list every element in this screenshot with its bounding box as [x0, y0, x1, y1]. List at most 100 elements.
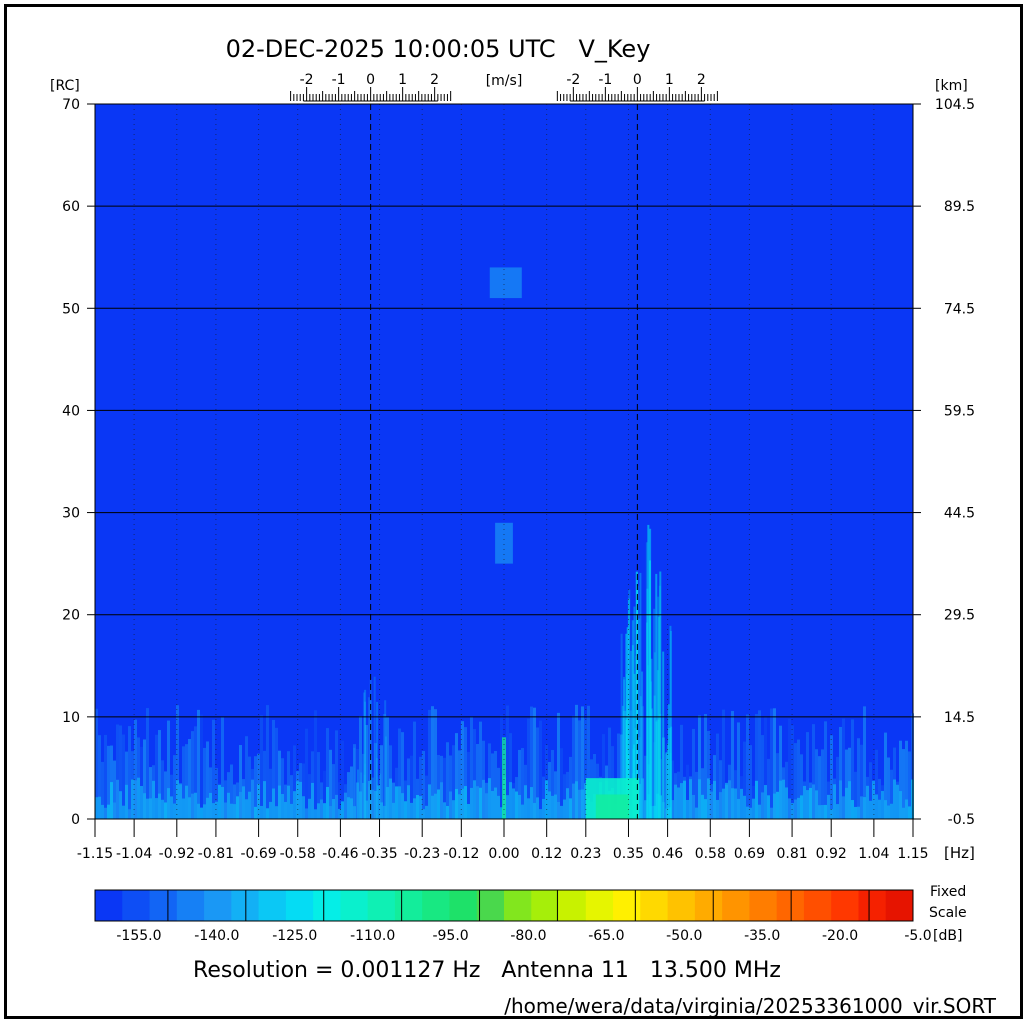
- velocity-tick-label: 0: [633, 72, 642, 88]
- colorbar-swatch: [558, 890, 587, 921]
- y2-tick-label: 74.5: [944, 301, 975, 317]
- x-tick-label: -0.92: [159, 846, 195, 862]
- x-tick-label: 0.00: [488, 846, 519, 862]
- colorbar-swatch: [449, 890, 478, 921]
- bottom-axis-unit: [Hz]: [944, 844, 975, 862]
- y2-tick-label: -0.5: [948, 812, 975, 828]
- colorbar-swatch: [422, 890, 450, 921]
- colorbar-swatch: [776, 890, 805, 921]
- colorbar-unit: [dB]: [933, 928, 962, 944]
- x-tick-label: -0.69: [240, 846, 276, 862]
- colorbar-tick-label: -5.0: [904, 928, 931, 944]
- x-tick-label: 1.04: [858, 846, 889, 862]
- velocity-axis-unit: [m/s]: [486, 73, 523, 89]
- colorbar-swatch: [258, 890, 287, 921]
- y-tick-label: 70: [62, 97, 80, 113]
- colorbar-swatch: [231, 890, 260, 921]
- colorbar-label-scale: Scale: [929, 905, 967, 921]
- spectrum-background: [95, 104, 913, 819]
- colorbar-swatch: [95, 890, 123, 921]
- x-tick-label: 0.35: [613, 846, 644, 862]
- colorbar-swatch: [667, 890, 696, 921]
- velocity-tick-label: 1: [665, 72, 674, 88]
- colorbar-label-fixed: Fixed: [930, 884, 966, 900]
- y-tick-label: 40: [62, 403, 80, 419]
- colorbar-swatch: [803, 890, 832, 921]
- colorbar-swatch: [204, 890, 232, 921]
- colorbar-swatch: [394, 890, 423, 921]
- colorbar-tick-label: -35.0: [744, 928, 780, 944]
- colorbar-swatch: [694, 890, 723, 921]
- velocity-tick-label: -2: [300, 72, 314, 88]
- file-path: /home/wera/data/virginia/20253361000_vir…: [504, 994, 997, 1018]
- velocity-tick-label: -2: [566, 72, 580, 88]
- velocity-tick-label: 0: [366, 72, 375, 88]
- colorbar-swatch: [749, 890, 778, 921]
- chart-title: 02-DEC-2025 10:00:05 UTC V_Key: [226, 35, 651, 63]
- colorbar-swatch: [313, 890, 341, 921]
- colorbar-tick-label: -20.0: [822, 928, 858, 944]
- x-tick-label: 0.81: [776, 846, 807, 862]
- colorbar-swatch: [476, 890, 505, 921]
- velocity-tick-label: 1: [398, 72, 407, 88]
- colorbar-tick-label: -65.0: [588, 928, 624, 944]
- y2-tick-label: 59.5: [944, 403, 975, 419]
- x-tick-label: -1.15: [77, 846, 113, 862]
- right-axis-unit: [km]: [935, 78, 968, 94]
- positive-bragg-core-inner: [595, 794, 630, 819]
- colorbar-swatch: [585, 890, 614, 921]
- x-tick-label: 0.92: [816, 846, 847, 862]
- colorbar-swatch: [858, 890, 887, 921]
- colorbar-swatch: [367, 890, 396, 921]
- x-tick-label: 1.15: [897, 846, 928, 862]
- colorbar-swatch: [722, 890, 750, 921]
- axes: 010203040506070-0.514.529.544.559.574.58…: [62, 72, 975, 862]
- colorbar-swatch: [504, 890, 532, 921]
- x-tick-label: 0.12: [531, 846, 562, 862]
- interference-52: [489, 267, 522, 299]
- y-tick-label: 60: [62, 199, 80, 215]
- y-tick-label: 10: [62, 710, 80, 726]
- interference-26: [495, 522, 513, 564]
- colorbar-swatch: [640, 890, 669, 921]
- colorbar-swatch: [176, 890, 205, 921]
- colorbar-swatch: [285, 890, 314, 921]
- y-tick-label: 0: [71, 812, 80, 828]
- colorbar-swatch: [613, 890, 641, 921]
- resolution-text: Resolution = 0.001127 Hz Antenna 11 13.5…: [193, 958, 781, 983]
- colorbar-tick-label: -140.0: [194, 928, 239, 944]
- plot-area: [95, 104, 914, 819]
- y2-tick-label: 14.5: [944, 710, 975, 726]
- x-tick-label: -0.81: [198, 846, 234, 862]
- colorbar-tick-label: -110.0: [350, 928, 395, 944]
- y2-tick-label: 29.5: [944, 608, 975, 624]
- x-tick-label: -0.58: [280, 846, 316, 862]
- colorbar-tick-label: -125.0: [272, 928, 317, 944]
- x-tick-label: 0.69: [734, 846, 765, 862]
- x-tick-label: -0.35: [361, 846, 397, 862]
- y2-tick-label: 89.5: [944, 199, 975, 215]
- y2-tick-label: 104.5: [935, 97, 975, 113]
- colorbar-swatch: [885, 890, 914, 921]
- colorbar-swatch: [122, 890, 151, 921]
- x-tick-label: -0.23: [404, 846, 440, 862]
- x-tick-label: -0.12: [443, 846, 479, 862]
- left-axis-unit: [RC]: [50, 78, 80, 94]
- velocity-tick-label: -1: [598, 72, 612, 88]
- colorbar: -155.0 -140.0 -125.0 -110.0 -95.0 -80.0 -65.0 -…: [94, 889, 932, 944]
- colorbar-swatch: [340, 890, 369, 921]
- y-tick-label: 20: [62, 608, 80, 624]
- x-tick-label: -1.04: [116, 846, 152, 862]
- y-tick-label: 30: [62, 506, 80, 522]
- colorbar-tick-label: -80.0: [510, 928, 546, 944]
- colorbar-tick-label: -50.0: [666, 928, 702, 944]
- x-tick-label: 0.58: [695, 846, 726, 862]
- x-tick-label: -0.46: [322, 846, 358, 862]
- velocity-tick-label: 2: [430, 72, 439, 88]
- colorbar-tick-label: -155.0: [116, 928, 161, 944]
- velocity-scale: -2 -1 0 1 2: [556, 72, 718, 102]
- x-tick-label: 0.23: [570, 846, 601, 862]
- y-tick-label: 50: [62, 301, 80, 317]
- velocity-tick-label: 2: [697, 72, 706, 88]
